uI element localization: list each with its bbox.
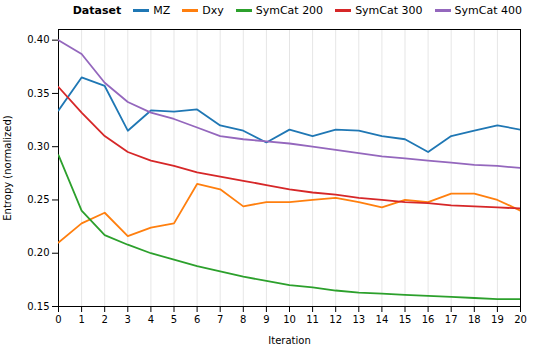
- svg-text:9: 9: [263, 314, 269, 325]
- svg-text:14: 14: [376, 314, 389, 325]
- svg-text:0.40: 0.40: [27, 34, 49, 45]
- svg-text:11: 11: [306, 314, 319, 325]
- html-text:SymCat 200: SymCat 200: [255, 4, 324, 17]
- svg-text:19: 19: [491, 314, 504, 325]
- svg-text:17: 17: [445, 314, 458, 325]
- html-text:SymCat 400: SymCat 400: [454, 4, 522, 17]
- svg-text:0.15: 0.15: [27, 301, 49, 312]
- svg-text:0.20: 0.20: [27, 247, 49, 258]
- svg-text:0: 0: [55, 314, 61, 325]
- html-text:Dxy: Dxy: [202, 4, 224, 17]
- svg-text:5: 5: [171, 314, 177, 325]
- svg-text:3: 3: [125, 314, 131, 325]
- svg-text:13: 13: [352, 314, 365, 325]
- svg-text:15: 15: [399, 314, 412, 325]
- svg-text:10: 10: [283, 314, 296, 325]
- svg-text:Entropy (normalized): Entropy (normalized): [2, 115, 13, 220]
- svg-text:1: 1: [78, 314, 84, 325]
- svg-text:6: 6: [194, 314, 200, 325]
- html-text:SymCat 300: SymCat 300: [355, 4, 423, 17]
- svg-text:4: 4: [148, 314, 154, 325]
- html-text:MZ: MZ: [153, 4, 171, 17]
- svg-text:7: 7: [217, 314, 223, 325]
- svg-text:16: 16: [422, 314, 435, 325]
- svg-text:0.35: 0.35: [27, 88, 49, 99]
- html-text:Dataset: Dataset: [72, 4, 122, 17]
- svg-text:0.30: 0.30: [27, 141, 49, 152]
- svg-text:18: 18: [468, 314, 481, 325]
- svg-text:12: 12: [329, 314, 342, 325]
- svg-text:2: 2: [102, 314, 108, 325]
- svg-text:0.25: 0.25: [27, 194, 49, 205]
- svg-text:20: 20: [514, 314, 527, 325]
- svg-text:Iteration: Iteration: [268, 335, 310, 346]
- svg-text:8: 8: [240, 314, 246, 325]
